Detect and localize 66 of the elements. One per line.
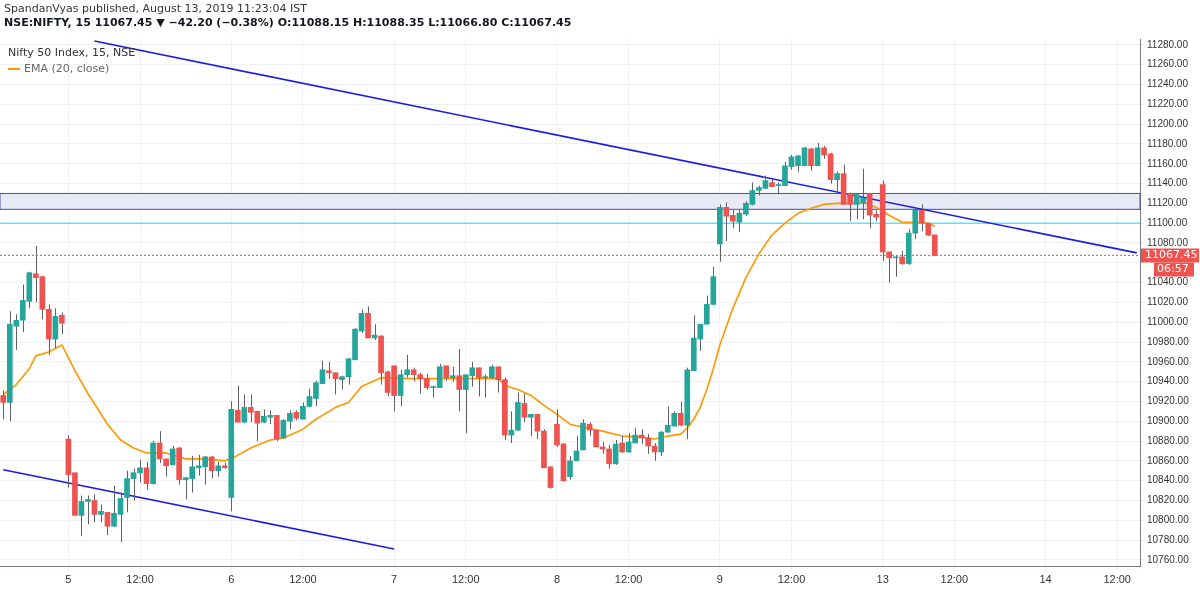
y-tick-label: 11220.00	[1147, 98, 1189, 110]
y-tick-label: 10780.00	[1147, 533, 1190, 545]
x-tick-label: 14	[1039, 573, 1052, 586]
y-tick-label: 11160.00	[1147, 157, 1188, 169]
candlestick	[834, 171, 840, 192]
y-tick-label: 11040.00	[1147, 276, 1189, 288]
candlestick	[456, 348, 463, 412]
y-tick-label: 11240.00	[1147, 78, 1189, 90]
x-tick-label: 9	[716, 573, 723, 586]
x-tick-label: 12:00	[614, 573, 643, 586]
candlestick	[91, 494, 98, 523]
candlestick	[241, 394, 248, 424]
candlestick	[528, 413, 534, 437]
x-tick-label: 12:00	[1103, 573, 1131, 586]
legend-label: EMA (20, close)	[24, 61, 110, 75]
candlestick	[104, 511, 111, 536]
y-tick-label: 10800.00	[1147, 514, 1190, 526]
y-tick-label: 10940.00	[1147, 375, 1190, 387]
candlestick	[208, 455, 215, 480]
y-tick-label: 11080.00	[1147, 236, 1189, 248]
candlestick	[143, 461, 150, 491]
candlestick	[521, 393, 528, 423]
x-tick-label: 6	[228, 573, 235, 586]
y-tick-label: 11000.00	[1147, 315, 1189, 327]
candlestick	[59, 311, 65, 335]
candlestick	[606, 444, 612, 470]
y-tick-label: 10760.00	[1147, 553, 1190, 565]
chart-title: SpandanVyas published, August 13, 2019 11:23:04 IST	[4, 2, 308, 16]
ref-line-label: 11067.45	[1145, 248, 1198, 262]
x-tick-label: 12:00	[777, 573, 806, 586]
y-tick-label: 11120.00	[1147, 197, 1188, 209]
candlestick	[475, 367, 482, 397]
y-tick-label: 10980.00	[1147, 335, 1190, 347]
y-tick-label: 10840.00	[1147, 474, 1190, 486]
candlestick	[658, 430, 665, 457]
y-tick-label: 10860.00	[1147, 454, 1190, 466]
y-tick-label: 10960.00	[1147, 355, 1190, 367]
y-tick-label: 11100.00	[1147, 216, 1188, 228]
y-tick-label: 11180.00	[1147, 137, 1188, 149]
x-tick-label: 12:00	[452, 573, 480, 586]
y-tick-label: 11140.00	[1147, 177, 1188, 189]
y-tick-label: 11020.00	[1147, 296, 1189, 308]
x-tick-label: 12:00	[940, 573, 969, 586]
candlestick	[808, 147, 814, 172]
y-tick-label: 11280.00	[1147, 38, 1189, 50]
candlestick	[234, 385, 241, 423]
annotation: Nifty 50 Index, 15, NSE	[8, 45, 136, 59]
x-tick-label: 12:00	[126, 573, 154, 586]
x-tick-label: 8	[553, 573, 561, 586]
x-tick-label: 7	[391, 573, 398, 586]
candlestick	[567, 455, 573, 481]
candlestick	[645, 433, 651, 455]
x-tick-label: 12:00	[289, 573, 317, 586]
x-tick-label: 13	[876, 573, 889, 586]
y-tick-label: 10920.00	[1147, 395, 1190, 407]
y-tick-label: 10900.00	[1147, 414, 1190, 426]
chart-subtitle: NSE:NIFTY, 15 11067.45 ▼ −42.20 (−0.38%) O:11088.15 H:11088.35 L:11066.80 C:11067.45	[4, 16, 572, 30]
y-tick-label: 11260.00	[1147, 58, 1189, 70]
candlestick	[912, 208, 919, 240]
text: 06:57	[1157, 262, 1189, 276]
candlestick	[677, 400, 684, 427]
y-tick-label: 11200.00	[1147, 117, 1189, 129]
candlestick	[0, 390, 7, 420]
x-tick-label: 5	[65, 573, 72, 586]
y-tick-label: 10880.00	[1147, 434, 1190, 446]
y-tick-label: 10820.00	[1147, 494, 1190, 506]
